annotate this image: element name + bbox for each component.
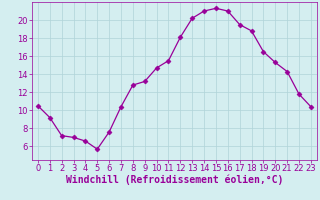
X-axis label: Windchill (Refroidissement éolien,°C): Windchill (Refroidissement éolien,°C) xyxy=(66,175,283,185)
